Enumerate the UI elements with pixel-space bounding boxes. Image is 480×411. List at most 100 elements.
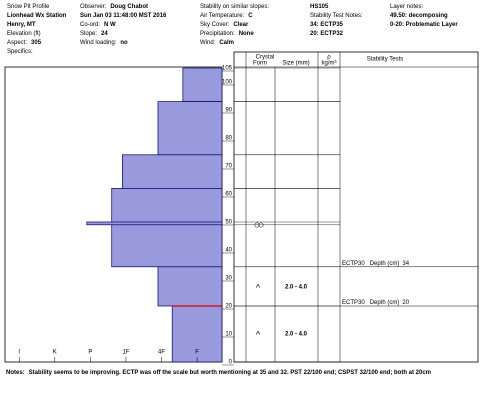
hardness-tick-label: I — [18, 350, 20, 356]
field-value: 24 — [101, 31, 108, 37]
field-value: HS105 — [310, 4, 329, 10]
header-field: Sky Cover: Clear — [200, 22, 249, 28]
height-tick-label: 10 — [225, 332, 232, 338]
crystal-size: 2.0 - 4.0 — [285, 285, 308, 291]
field-label: Sky Cover: — [200, 22, 230, 28]
header-field: Wind loading: no — [80, 40, 128, 46]
header-rho: ρ — [327, 55, 331, 61]
header-field: Henry, MT — [7, 22, 36, 28]
hardness-layer — [157, 266, 223, 307]
field-value: 34: ECTP35 — [310, 22, 344, 28]
field-value: None — [239, 31, 255, 37]
header-field: 34: ECTP35 — [310, 22, 344, 28]
height-tick-label: 100 — [222, 80, 233, 86]
height-tick-label: 80 — [225, 136, 232, 142]
header-field: Stability Test Notes: — [310, 13, 363, 19]
header-crystal: Crystal — [256, 55, 275, 61]
field-value: Henry, MT — [7, 22, 36, 28]
header-field: Specifics: — [7, 49, 33, 55]
header-field: Elevation (ft) — [7, 31, 41, 37]
hardness-layer — [182, 67, 223, 102]
header-density-unit: kg/m³ — [322, 61, 337, 67]
header-field: 20: ECTP32 — [310, 31, 344, 37]
field-label: Observer: — [80, 4, 107, 10]
field-value: N W — [104, 22, 116, 28]
field-label: Air Temperature: — [200, 13, 245, 19]
field-label: Wind loading: — [80, 40, 117, 46]
header-field: Snow Pit Profile — [7, 4, 50, 10]
height-tick-label: 60 — [225, 192, 232, 198]
field-value: 305 — [31, 40, 42, 46]
field-label: Layer notes: — [390, 4, 423, 10]
height-tick-label: 20 — [225, 304, 232, 310]
field-value: 0-20: Problematic Layer — [390, 22, 458, 28]
header-size: Size (mm) — [282, 61, 309, 67]
header-field: 0-20: Problematic Layer — [390, 22, 458, 28]
crystal-size: 2.0 - 4.0 — [285, 332, 308, 338]
hardness-tick-label: F — [195, 350, 199, 356]
field-label: Stability Test Notes: — [310, 13, 363, 19]
header-field: Lionhead Wx Station — [7, 13, 67, 19]
height-tick-label: 40 — [225, 248, 232, 254]
field-value: Clear — [233, 22, 249, 28]
header-field: 49.50: decomposing — [390, 13, 448, 19]
height-tick-label: 105 — [222, 66, 233, 72]
hardness-layer — [111, 188, 223, 268]
crystal-form: ^ — [256, 329, 261, 339]
height-tick-label: 30 — [225, 276, 232, 282]
hardness-layer — [86, 221, 223, 226]
crystal-form: ^ — [256, 282, 261, 292]
hardness-tick-label: 1F — [122, 350, 129, 356]
height-tick-label: 70 — [225, 164, 232, 170]
notes: Notes: Stability seems to be improving. E… — [6, 370, 431, 376]
field-label: Co-ord: — [80, 22, 100, 28]
notes-label: Notes: — [6, 370, 25, 376]
field-value: 20: ECTP32 — [310, 31, 344, 37]
hardness-tick-label: K — [53, 350, 57, 356]
test-depth-label: Depth (cm) — [370, 260, 400, 266]
hardness-layer — [122, 154, 223, 189]
test-depth: 34 — [402, 260, 409, 266]
field-label: Elevation (ft) — [7, 31, 41, 37]
header-field: Precipitation: None — [200, 31, 254, 37]
hardness-tick-label: P — [88, 350, 92, 356]
field-value: no — [120, 40, 128, 46]
test-label: ECTP30 Depth (cm) 20 — [342, 300, 410, 306]
header-field: Aspect: 305 — [7, 40, 42, 46]
table-frame — [233, 51, 479, 363]
field-value: Lionhead Wx Station — [7, 13, 67, 19]
header-field: Slope: 24 — [80, 31, 108, 37]
header-field: Layer notes: — [390, 4, 423, 10]
notes-text: Stability seems to be improving. ECTP wa… — [29, 370, 431, 376]
header-field: Co-ord: N W — [80, 22, 116, 28]
header-form: Form — [253, 61, 267, 67]
test-depth: 20 — [402, 300, 409, 306]
field-value: Doug Chabot — [110, 4, 148, 10]
height-tick-label: 50 — [225, 220, 232, 226]
header-field: Sun Jan 03 11:48:00 MST 2016 — [80, 13, 167, 19]
test-label: ECTP30 Depth (cm) 34 — [342, 260, 410, 266]
field-label: Snow Pit Profile — [7, 4, 50, 10]
hardness-layer — [157, 101, 223, 156]
header-field: Stability on similar slopes: — [200, 4, 269, 10]
header-field: Air Temperature: C — [200, 13, 253, 19]
height-tick-label: 0 — [229, 360, 233, 366]
header-field: Observer: Doug Chabot — [80, 4, 148, 10]
field-value: C — [248, 13, 253, 19]
field-value: Calm — [219, 40, 234, 46]
field-label: Specifics: — [7, 49, 33, 55]
test-name: ECTP30 — [342, 260, 365, 266]
height-tick-label: 90 — [225, 108, 232, 114]
field-label: Precipitation: — [200, 31, 235, 37]
field-value: 49.50: decomposing — [390, 13, 448, 19]
field-value: Sun Jan 03 11:48:00 MST 2016 — [80, 13, 167, 19]
field-label: Aspect: — [7, 40, 27, 46]
field-label: Slope: — [80, 31, 97, 37]
test-name: ECTP30 — [342, 300, 365, 306]
test-depth-label: Depth (cm) — [370, 300, 400, 306]
field-label: Wind: — [200, 40, 216, 46]
header-tests: Stability Tests — [367, 57, 404, 63]
hardness-tick-label: 4F — [158, 350, 165, 356]
